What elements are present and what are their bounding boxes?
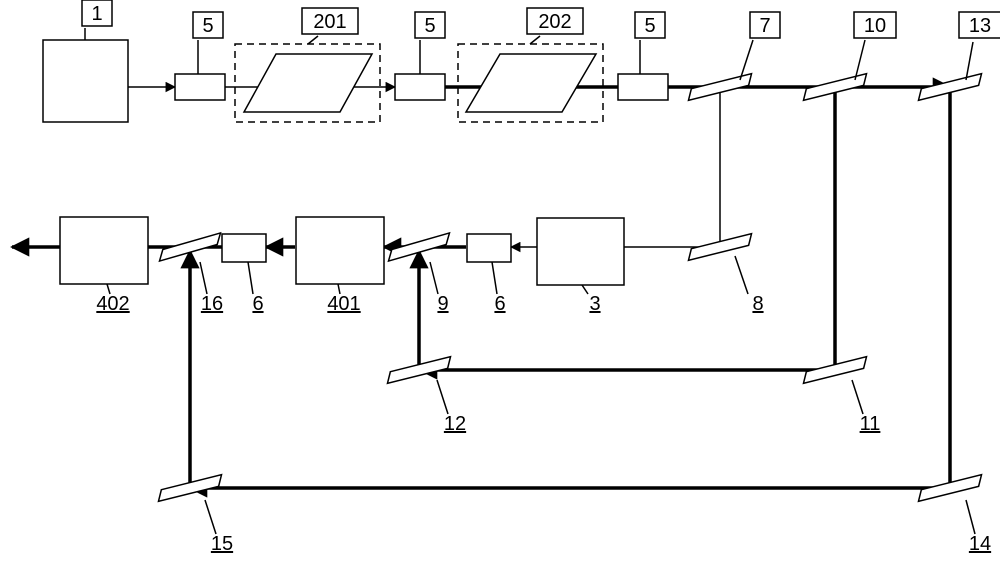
node-iso2 [395, 74, 445, 100]
label-13: 13 [969, 15, 991, 37]
node-small6b [222, 234, 266, 262]
node-box3 [537, 218, 624, 285]
label-5: 5 [644, 15, 655, 37]
label-5: 5 [202, 15, 213, 37]
leader-14 [966, 500, 975, 534]
node-stage2 [466, 54, 596, 112]
label-6: 6 [494, 293, 505, 315]
label-8: 8 [752, 293, 763, 315]
leader-13 [966, 42, 973, 80]
leader-6 [492, 262, 497, 294]
node-box401 [296, 217, 384, 284]
label-3: 3 [589, 293, 600, 315]
label-202: 202 [538, 11, 571, 33]
label-16: 16 [201, 293, 223, 315]
leader-15 [205, 500, 216, 534]
leader-3 [582, 285, 588, 294]
label-11: 11 [860, 413, 881, 435]
leader-201 [308, 36, 318, 44]
label-1: 1 [91, 3, 102, 25]
node-iso3 [618, 74, 668, 100]
label-5: 5 [424, 15, 435, 37]
node-box402 [60, 217, 148, 284]
label-9: 9 [437, 293, 448, 315]
label-401: 401 [327, 293, 360, 315]
label-402: 402 [96, 293, 129, 315]
leader-202 [530, 36, 540, 44]
node-small6a [467, 234, 511, 262]
leader-12 [437, 380, 448, 414]
label-12: 12 [444, 413, 466, 435]
label-7: 7 [759, 15, 770, 37]
label-6: 6 [252, 293, 263, 315]
label-10: 10 [864, 15, 886, 37]
label-201: 201 [313, 11, 346, 33]
node-iso1 [175, 74, 225, 100]
node-stage1 [244, 54, 372, 112]
node-src [43, 40, 128, 122]
label-15: 15 [211, 533, 233, 555]
leader-16 [200, 262, 207, 294]
leader-9 [430, 262, 438, 294]
label-14: 14 [969, 533, 991, 555]
leader-11 [852, 380, 863, 414]
leader-8 [735, 256, 748, 294]
leader-6 [248, 262, 253, 294]
